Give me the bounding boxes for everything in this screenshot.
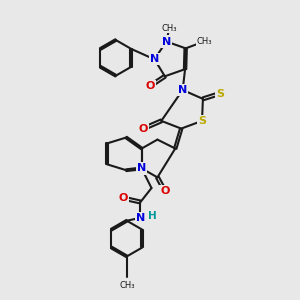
Text: N: N bbox=[150, 54, 159, 64]
Text: CH₃: CH₃ bbox=[162, 24, 177, 33]
Text: S: S bbox=[198, 116, 206, 126]
Text: N: N bbox=[178, 85, 187, 95]
Text: O: O bbox=[139, 124, 148, 134]
Text: S: S bbox=[216, 88, 224, 98]
Text: N: N bbox=[162, 37, 171, 46]
Text: O: O bbox=[160, 186, 170, 196]
Text: CH₃: CH₃ bbox=[196, 37, 212, 46]
Text: H: H bbox=[148, 211, 157, 221]
Text: O: O bbox=[145, 81, 155, 91]
Text: N: N bbox=[137, 164, 146, 173]
Text: N: N bbox=[136, 213, 145, 223]
Text: CH₃: CH₃ bbox=[119, 281, 135, 290]
Text: O: O bbox=[118, 193, 128, 203]
